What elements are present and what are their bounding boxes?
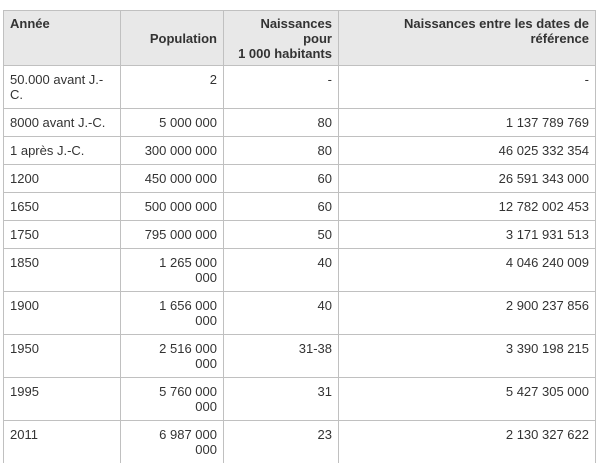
table-row: 50.000 avant J.- C. 2- -: [3, 65, 596, 109]
cell-population: 300 000 000: [120, 136, 224, 165]
table-row: 1 après J.-C. 300 000 000 80 46 025 332 354: [3, 136, 596, 165]
table-row: 1200 450 000 000 60 26 591 343 000: [3, 164, 596, 193]
cell-annee: 1995: [3, 377, 121, 421]
cell-naissances-pour-1000: 60: [223, 192, 339, 221]
cell-naissances-entre-dates: 5 427 305 000: [338, 377, 596, 421]
cell-annee: 1650: [3, 192, 121, 221]
header-row: Année Population Naissances pour 1 000 h…: [3, 10, 596, 66]
table-row: 1650 500 000 000 60 12 782 002 453: [3, 192, 596, 221]
cell-annee: 1900: [3, 291, 121, 335]
cell-annee: 1850: [3, 248, 121, 292]
cell-annee: 1200: [3, 164, 121, 193]
table-row: 1850 1 265 000 000 40 4 046 240 009: [3, 248, 596, 292]
cell-naissances-entre-dates: 2 130 327 622: [338, 420, 596, 463]
cell-population: 6 987 000 000: [120, 420, 224, 463]
cell-population: 450 000 000: [120, 164, 224, 193]
table-body: 50.000 avant J.- C. 2- -8000 avant J.-C. 5 …: [3, 65, 596, 463]
cell-naissances-pour-1000: 40: [223, 248, 339, 292]
cell-annee: 8000 avant J.-C.: [3, 108, 121, 137]
table-row: 2011 6 987 000 000 23 2 130 327 622: [3, 420, 596, 463]
cell-population: 1 656 000 000: [120, 291, 224, 335]
table-row: 1900 1 656 000 000 40 2 900 237 856: [3, 291, 596, 335]
cell-naissances-entre-dates: 1 137 789 769: [338, 108, 596, 137]
cell-naissances-entre-dates: 12 782 002 453: [338, 192, 596, 221]
cell-population: 1 265 000 000: [120, 248, 224, 292]
cell-population: 2 516 000 000: [120, 334, 224, 378]
column-header-naissances-entre-dates: Naissances entre les dates de référence: [338, 10, 596, 66]
cell-population: 2: [120, 65, 224, 109]
cell-annee: 2011: [3, 420, 121, 463]
cell-naissances-pour-1000: 60: [223, 164, 339, 193]
cell-naissances-pour-1000: 31: [223, 377, 339, 421]
cell-naissances-entre-dates: 3 390 198 215: [338, 334, 596, 378]
column-header-population: Population: [120, 10, 224, 66]
cell-population: 5 000 000: [120, 108, 224, 137]
cell-naissances-entre-dates: 46 025 332 354: [338, 136, 596, 165]
cell-naissances-pour-1000: 40: [223, 291, 339, 335]
table-row: 1995 5 760 000 000 31 5 427 305 000: [3, 377, 596, 421]
table-row: 8000 avant J.-C. 5 000 000 80 1 137 789 769: [3, 108, 596, 137]
population-births-table: Année Population Naissances pour 1 000 h…: [3, 10, 596, 463]
cell-naissances-pour-1000: -: [223, 65, 339, 109]
cell-population: 795 000 000: [120, 220, 224, 249]
cell-annee: 1 après J.-C.: [3, 136, 121, 165]
cell-population: 500 000 000: [120, 192, 224, 221]
cell-naissances-entre-dates: 2 900 237 856: [338, 291, 596, 335]
cell-naissances-entre-dates: 3 171 931 513: [338, 220, 596, 249]
cell-naissances-pour-1000: 23: [223, 420, 339, 463]
cell-naissances-pour-1000: 80: [223, 136, 339, 165]
cell-naissances-entre-dates: 4 046 240 009: [338, 248, 596, 292]
cell-naissances-pour-1000: 80: [223, 108, 339, 137]
cell-naissances-pour-1000: 31-38: [223, 334, 339, 378]
table-row: 1950 2 516 000 000 31-38 3 390 198 215: [3, 334, 596, 378]
table-row: 1750 795 000 000 50 3 171 931 513: [3, 220, 596, 249]
cell-annee: 50.000 avant J.- C.: [3, 65, 121, 109]
cell-annee: 1750: [3, 220, 121, 249]
cell-naissances-entre-dates: 26 591 343 000: [338, 164, 596, 193]
cell-naissances-pour-1000: 50: [223, 220, 339, 249]
column-header-annee: Année: [3, 10, 121, 66]
column-header-naissances-pour-1000: Naissances pour 1 000 habitants: [223, 10, 339, 66]
cell-annee: 1950: [3, 334, 121, 378]
cell-naissances-entre-dates: -: [338, 65, 596, 109]
cell-population: 5 760 000 000: [120, 377, 224, 421]
